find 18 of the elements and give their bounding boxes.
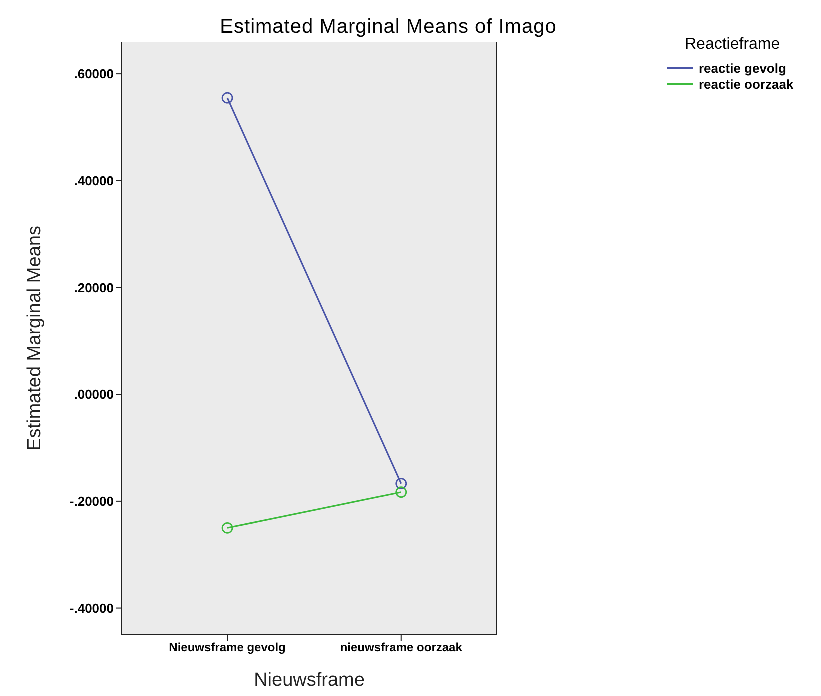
y-tick-label: -.40000 xyxy=(70,600,114,616)
y-tick-label: .40000 xyxy=(74,174,114,189)
chart-title: Estimated Marginal Means of Imago xyxy=(219,16,558,39)
legend-title: Reactieframe xyxy=(685,36,782,54)
point xyxy=(396,486,408,498)
legend-label: reactie gevolg xyxy=(699,60,786,76)
y-tick-label: -.20000 xyxy=(70,494,114,510)
x-axis-title: Nieuwsframe xyxy=(254,670,365,691)
y-tick-label: .60000 xyxy=(74,66,114,82)
x-tick-label: nieuwsframe oorzaak xyxy=(340,640,463,655)
point xyxy=(396,478,408,490)
x-tick-label: Nieuwsframe gevolg xyxy=(169,640,286,655)
point xyxy=(222,522,234,534)
y-tick-label: .20000 xyxy=(74,280,114,296)
legend-label: reactie oorzaak xyxy=(699,76,794,92)
y-axis-title: Estimated Marginal Means xyxy=(24,226,46,451)
y-tick-label: .00000 xyxy=(74,387,114,402)
point xyxy=(222,92,234,104)
